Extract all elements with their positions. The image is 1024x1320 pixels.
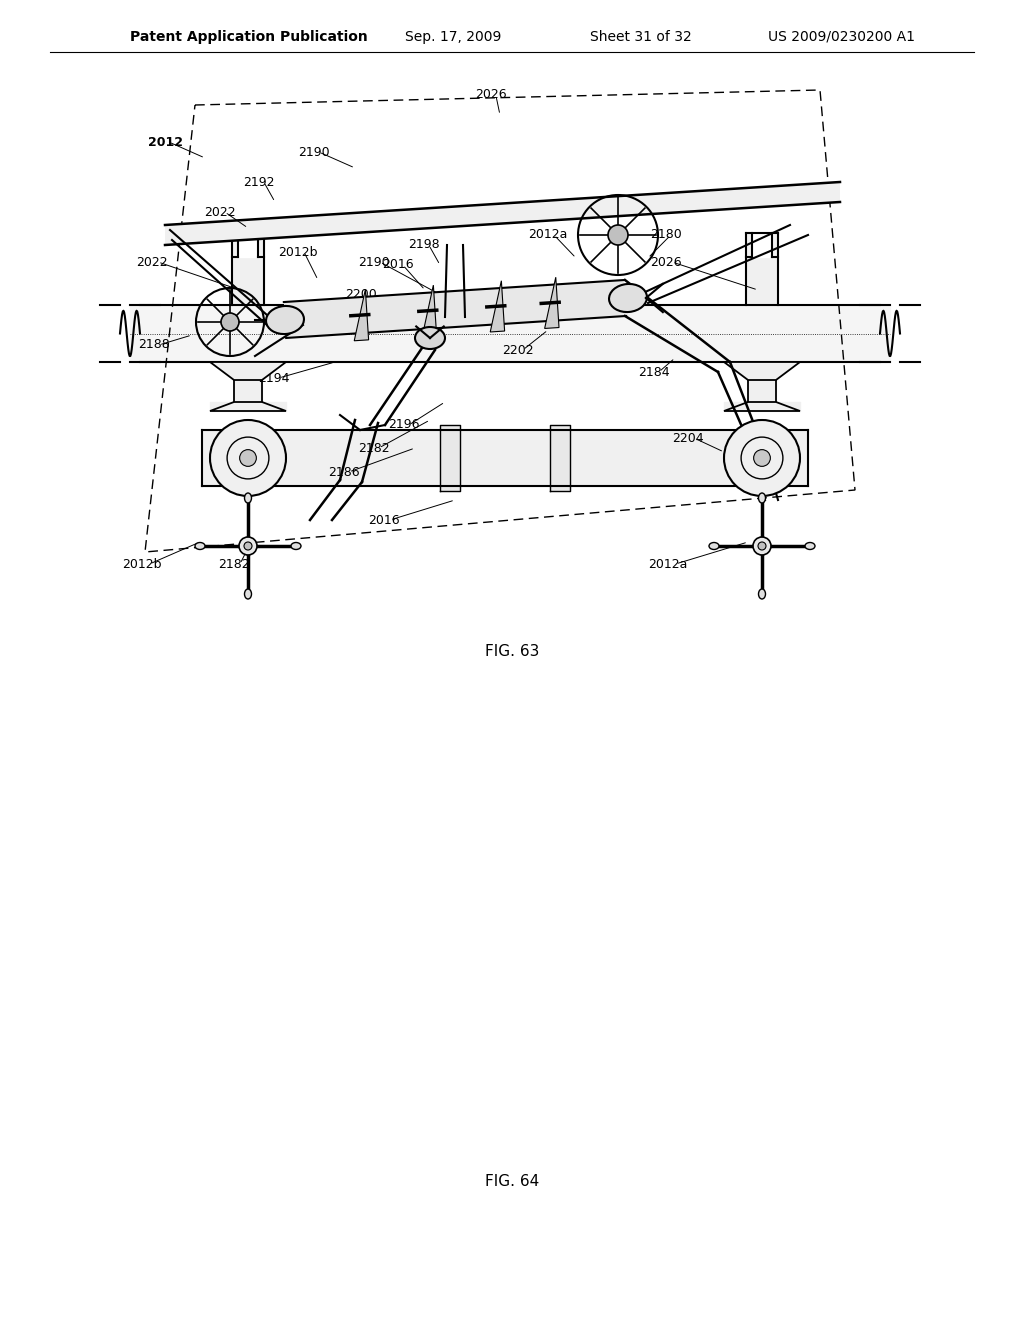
Polygon shape: [490, 281, 505, 331]
Text: 2026: 2026: [650, 256, 682, 268]
Ellipse shape: [805, 543, 815, 549]
Ellipse shape: [709, 543, 719, 549]
Text: 2204: 2204: [672, 432, 703, 445]
Circle shape: [724, 420, 800, 496]
Text: Patent Application Publication: Patent Application Publication: [130, 30, 368, 44]
Ellipse shape: [759, 492, 766, 503]
Ellipse shape: [195, 543, 205, 549]
Ellipse shape: [759, 589, 766, 599]
Text: 2194: 2194: [258, 371, 290, 384]
Text: FIG. 63: FIG. 63: [484, 644, 540, 660]
Polygon shape: [545, 277, 559, 329]
Text: 2012b: 2012b: [278, 246, 317, 259]
Polygon shape: [724, 362, 800, 380]
Text: 2188: 2188: [138, 338, 170, 351]
Text: 2012a: 2012a: [648, 557, 687, 570]
Ellipse shape: [266, 306, 304, 334]
Text: 2182: 2182: [218, 557, 250, 570]
Circle shape: [608, 224, 628, 246]
Text: 2180: 2180: [650, 228, 682, 242]
Text: 2192: 2192: [243, 176, 274, 189]
Text: 2012a: 2012a: [528, 228, 567, 242]
Circle shape: [221, 313, 239, 331]
Ellipse shape: [291, 543, 301, 549]
Text: 2016: 2016: [382, 259, 414, 272]
Ellipse shape: [245, 589, 252, 599]
Text: Sheet 31 of 32: Sheet 31 of 32: [590, 30, 692, 44]
Ellipse shape: [245, 492, 252, 503]
Text: 2200: 2200: [345, 289, 377, 301]
Polygon shape: [210, 403, 286, 411]
Text: 2198: 2198: [408, 239, 439, 252]
Polygon shape: [724, 403, 800, 411]
Text: 2022: 2022: [136, 256, 168, 268]
Text: 2182: 2182: [358, 441, 389, 454]
Polygon shape: [284, 280, 626, 338]
Text: 2026: 2026: [475, 88, 507, 102]
Ellipse shape: [609, 284, 647, 312]
Circle shape: [753, 537, 771, 554]
Circle shape: [210, 420, 286, 496]
Text: 2202: 2202: [502, 343, 534, 356]
Text: 2022: 2022: [204, 206, 236, 219]
Polygon shape: [422, 285, 436, 337]
Text: 2012: 2012: [148, 136, 183, 149]
Polygon shape: [210, 362, 286, 380]
Text: 2190: 2190: [358, 256, 389, 268]
Circle shape: [240, 450, 256, 466]
Circle shape: [754, 450, 770, 466]
Circle shape: [244, 543, 252, 550]
Polygon shape: [165, 182, 840, 246]
Text: 2196: 2196: [388, 418, 420, 432]
Circle shape: [758, 543, 766, 550]
Text: 2186: 2186: [328, 466, 359, 479]
Text: 2012b: 2012b: [122, 557, 162, 570]
Text: Sep. 17, 2009: Sep. 17, 2009: [406, 30, 502, 44]
Text: FIG. 64: FIG. 64: [485, 1175, 539, 1189]
Circle shape: [239, 537, 257, 554]
Text: 2184: 2184: [638, 366, 670, 379]
Ellipse shape: [415, 327, 445, 348]
Polygon shape: [354, 289, 369, 341]
Text: US 2009/0230200 A1: US 2009/0230200 A1: [768, 30, 915, 44]
Text: 2016: 2016: [368, 513, 399, 527]
Text: 2190: 2190: [298, 145, 330, 158]
